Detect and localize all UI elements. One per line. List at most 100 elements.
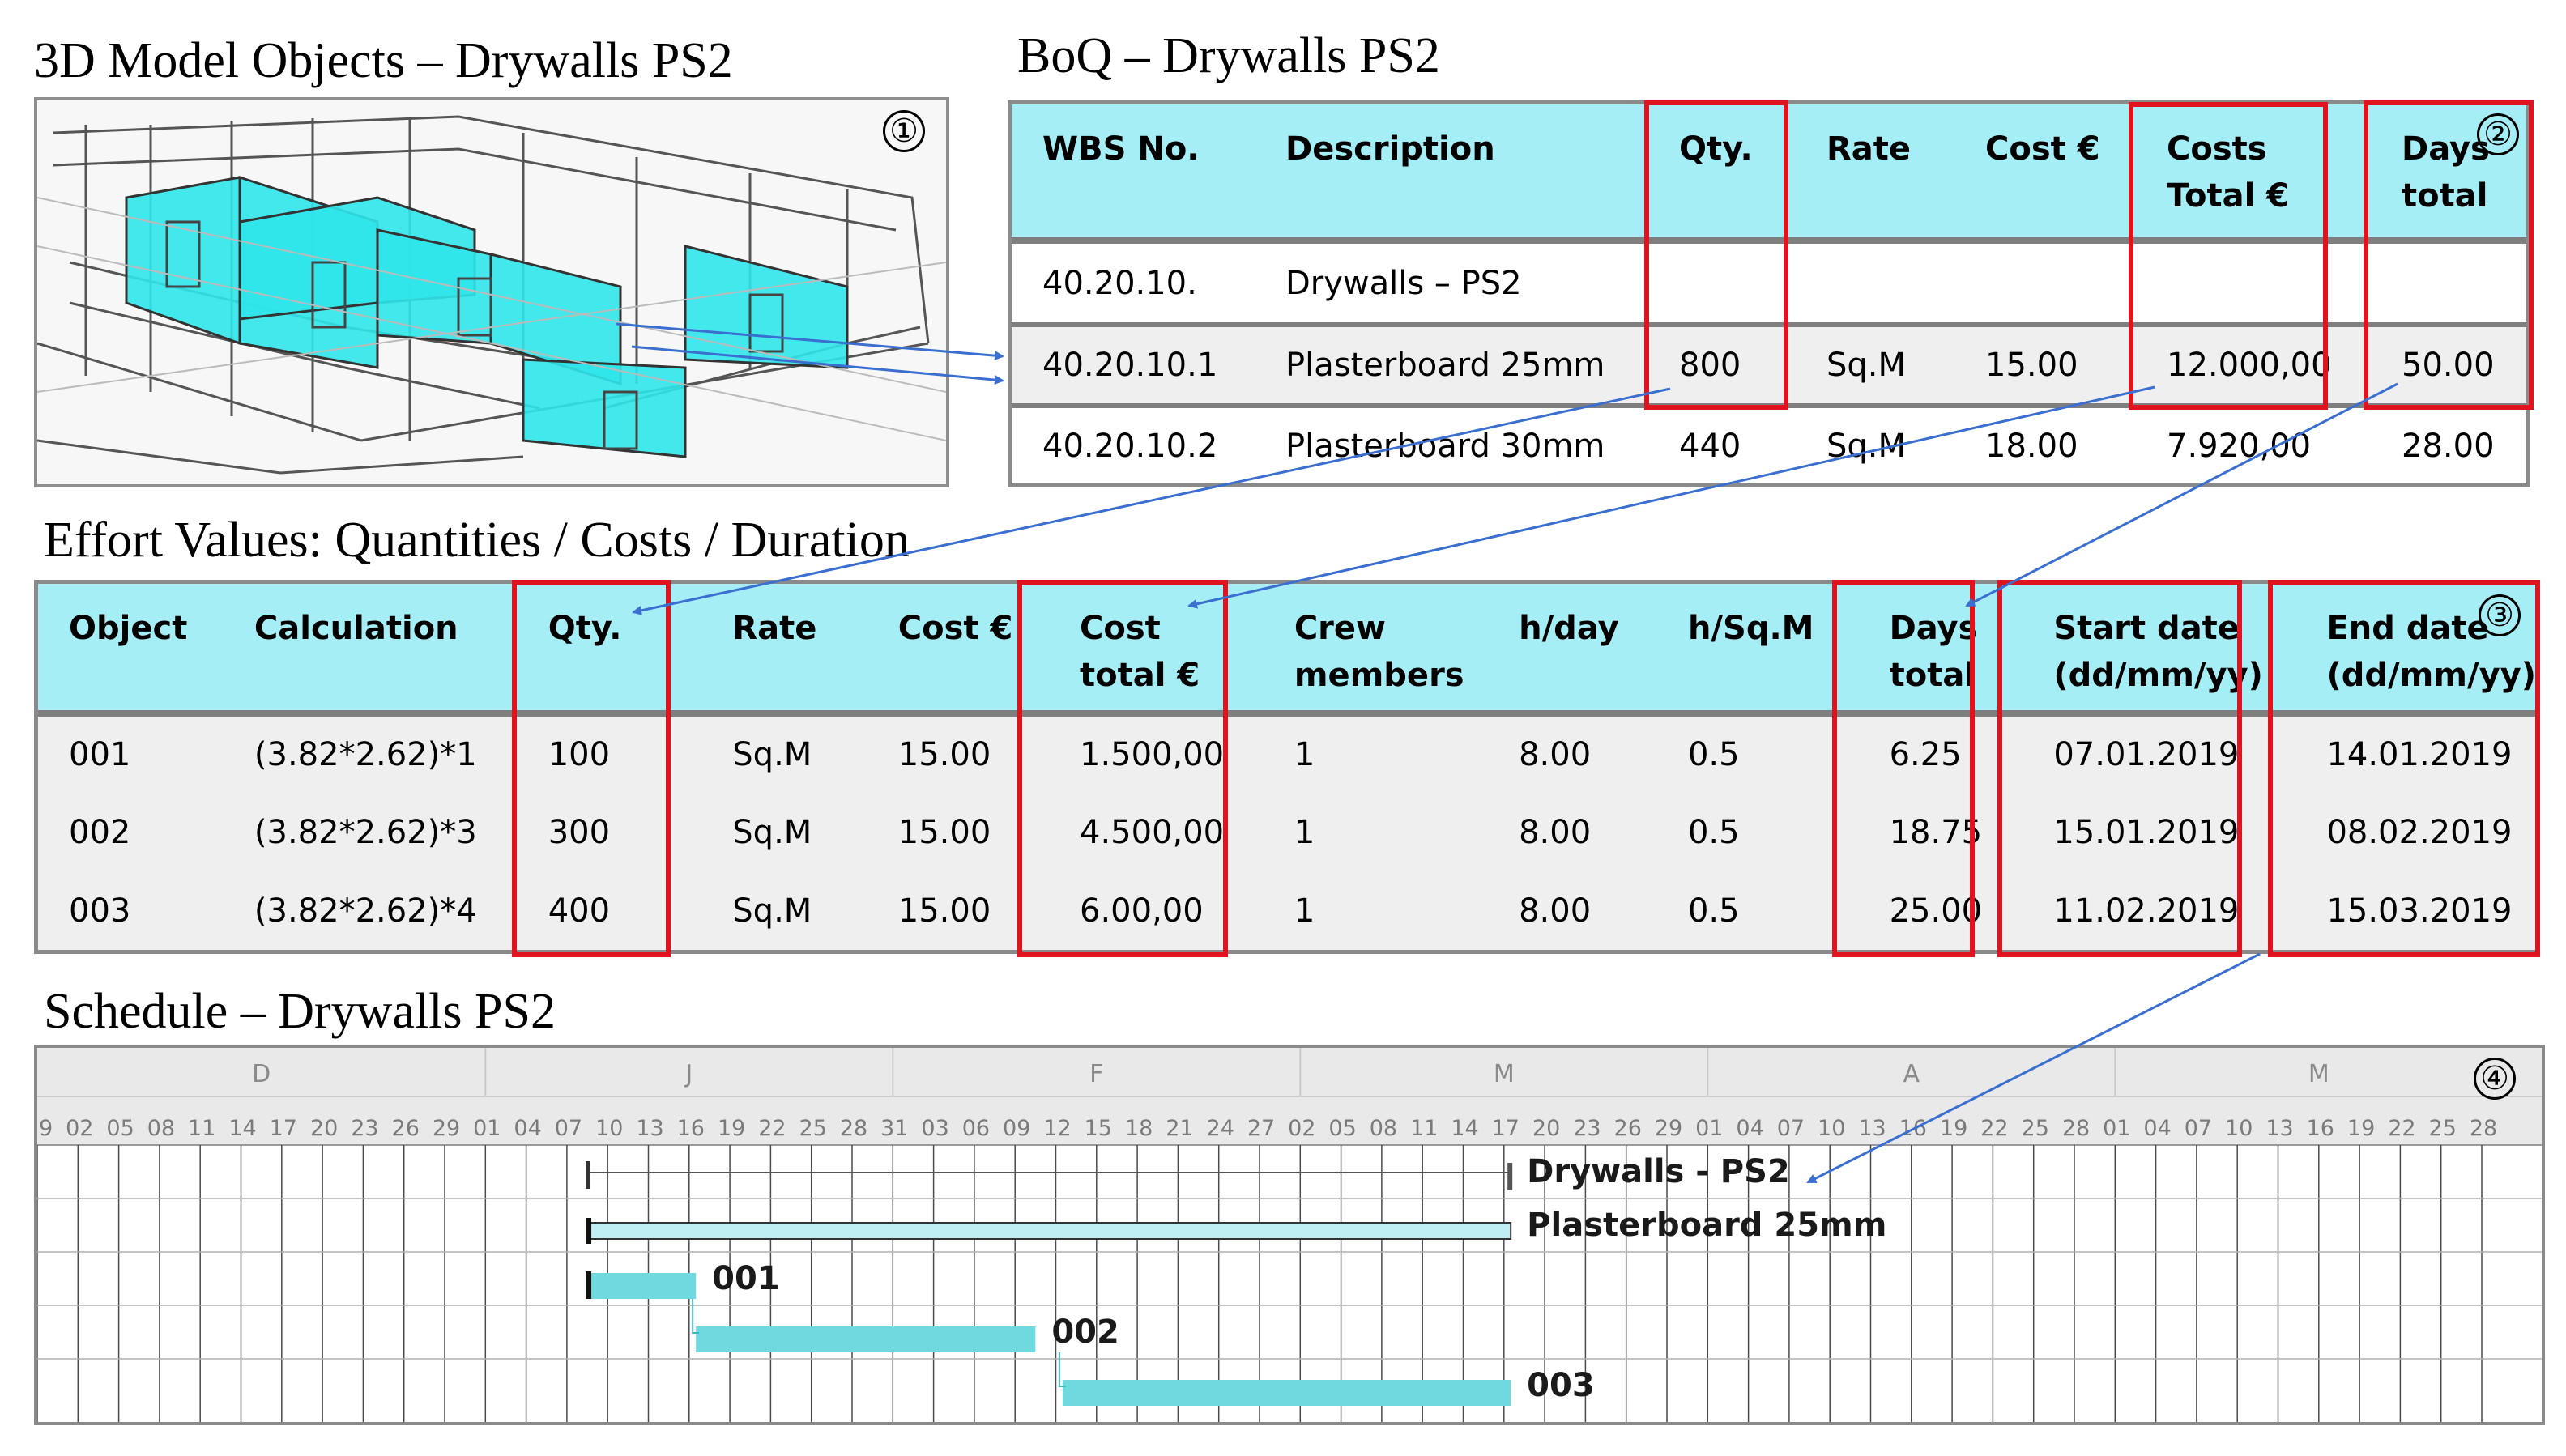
effort-header-cell: Qty. (517, 584, 702, 717)
gantt-bar (1062, 1380, 1511, 1406)
gantt-day-label: 29 (433, 1116, 460, 1141)
gantt-day-label: 26 (1614, 1116, 1642, 1141)
boq-cell: 50.00 (2371, 322, 2526, 408)
effort-cell: Sq.M (701, 872, 867, 950)
gantt-day-label: 07 (1777, 1116, 1805, 1141)
effort-header-cell: End date (dd/mm/yy) (2295, 584, 2536, 717)
effort-header-cell: Start date (dd/mm/yy) (2023, 584, 2296, 717)
effort-cell: (3.82*2.62)*4 (223, 872, 518, 950)
effort-cell: 25.00 (1858, 872, 2023, 950)
gantt-day-label: 31 (880, 1116, 908, 1141)
gantt-dependency (1058, 1352, 1066, 1387)
effort-cell: (3.82*2.62)*3 (223, 793, 518, 872)
gantt-day-label: 19 (2347, 1116, 2375, 1141)
gantt-day-label: 28 (2470, 1116, 2497, 1141)
schedule-heading: Schedule – Drywalls PS2 (44, 984, 556, 1039)
gantt-day-label: 27 (1247, 1116, 1275, 1141)
gantt-dependency (692, 1299, 700, 1334)
gantt-start-mark (586, 1218, 592, 1244)
gantt-day-label: 06 (962, 1116, 990, 1141)
boq-cell: Plasterboard 25mm (1255, 322, 1648, 408)
effort-cell: 003 (38, 872, 224, 950)
boq-header-cell: Rate (1796, 104, 1954, 244)
gantt-task: Drywalls - PS2 (586, 1153, 1790, 1190)
gantt-day-label: 04 (1736, 1116, 1763, 1141)
effort-cell: 18.75 (1858, 793, 2023, 872)
effort-cell: 1 (1263, 793, 1489, 872)
effort-cell: 15.03.2019 (2295, 872, 2536, 950)
boq-cell: 40.20.10.2 (1012, 406, 1255, 483)
gantt-day-label: 11 (188, 1116, 215, 1141)
arrow-model-to-boq-b (631, 345, 1004, 385)
boq-cell: 40.20.10.1 (1012, 322, 1255, 408)
table-row: 40.20.10.2 Plasterboard 30mm 440 Sq.M 18… (1012, 406, 2526, 483)
gantt-day-label: 08 (1370, 1116, 1397, 1141)
gantt-month-label: F (1089, 1060, 1103, 1088)
gantt-day-label: 20 (1532, 1116, 1560, 1141)
gantt-month-label: A (1903, 1060, 1920, 1088)
gantt-day-label: 14 (228, 1116, 256, 1141)
arrow-end-to-schedule (1806, 952, 2261, 1184)
gantt-day-label: 13 (1858, 1116, 1886, 1141)
gantt-bar (587, 1273, 697, 1299)
boq-header-cell: Description (1255, 104, 1648, 244)
gantt-month-label: M (1494, 1060, 1515, 1088)
effort-cell: 0.5 (1656, 713, 1859, 793)
boq-cell: Sq.M (1796, 406, 1954, 483)
effort-cell: 8.00 (1488, 872, 1657, 950)
effort-cell: Sq.M (701, 793, 867, 872)
boq-cell: 18.00 (1954, 406, 2136, 483)
boq-cell (2371, 241, 2526, 325)
gantt-end-mark (1507, 1163, 1513, 1190)
boq-header-cell: Cost € (1954, 104, 2136, 244)
gantt-bar (696, 1326, 1036, 1352)
gantt-day-label: 10 (595, 1116, 623, 1141)
gantt-day-label: 19 (1940, 1116, 1967, 1141)
gantt-day-label: 22 (1980, 1116, 2008, 1141)
gantt-day-label: 21 (1166, 1116, 1193, 1141)
gantt-day-label: 26 (392, 1116, 420, 1141)
effort-cell: 1 (1263, 713, 1489, 793)
boq-cell (1648, 241, 1796, 325)
gantt-day-label: 25 (2022, 1116, 2049, 1141)
gantt-task-label: Drywalls - PS2 (1527, 1153, 1790, 1190)
gantt-start-mark (586, 1271, 592, 1299)
gantt-day-label: 13 (636, 1116, 663, 1141)
effort-cell: 6.25 (1858, 713, 2023, 793)
boq-cell (1796, 241, 1954, 325)
marker-3: ③ (2479, 594, 2521, 636)
boq-grid: WBS No. Description Qty. Rate Cost € Cos… (1012, 104, 2526, 483)
gantt-task-label: 003 (1527, 1367, 1595, 1404)
gantt-day-label: 10 (2225, 1116, 2253, 1141)
effort-heading: Effort Values: Quantities / Costs / Dura… (44, 513, 910, 568)
gantt-day-label: 22 (758, 1116, 786, 1141)
boq-header-row: WBS No. Description Qty. Rate Cost € Cos… (1012, 104, 2526, 244)
effort-cell: 001 (38, 713, 224, 793)
effort-cell: 08.02.2019 (2295, 793, 2536, 872)
gantt-task-label: 001 (712, 1260, 780, 1297)
table-row: 40.20.10. Drywalls – PS2 (1012, 241, 2526, 325)
boq-cell (1954, 241, 2136, 325)
effort-cell: 15.01.2019 (2023, 793, 2296, 872)
gantt-day-label: 28 (2062, 1116, 2090, 1141)
effort-cell: 1 (1263, 872, 1489, 950)
effort-cell: 400 (517, 872, 702, 950)
effort-cell: 8.00 (1488, 713, 1657, 793)
gantt-task-label: Plasterboard 25mm (1527, 1207, 1886, 1244)
effort-header-cell: h/day (1488, 584, 1657, 717)
gantt-task: 003 (1062, 1367, 1595, 1406)
boq-cell: 15.00 (1954, 322, 2136, 408)
gantt-day-label: 02 (66, 1116, 93, 1141)
gantt-chart: D J F M A M 29 02 05 08 11 14 17 20 23 26 29 01 04 07 10 13 1… (34, 1045, 2545, 1425)
gantt-canvas: D J F M A M 29 02 05 08 11 14 17 20 23 26 29 01 04 07 10 13 1… (37, 1048, 2542, 1422)
boq-cell: Drywalls – PS2 (1255, 241, 1648, 325)
effort-cell: 8.00 (1488, 793, 1657, 872)
gantt-day-label: 07 (555, 1116, 582, 1141)
gantt-day-label: 29 (1655, 1116, 1682, 1141)
gantt-day-label: 09 (1003, 1116, 1030, 1141)
gantt-day-label: 04 (514, 1116, 541, 1141)
gantt-day-label: 01 (473, 1116, 501, 1141)
gantt-day-label: 05 (1328, 1116, 1356, 1141)
effort-cell: 300 (517, 793, 702, 872)
